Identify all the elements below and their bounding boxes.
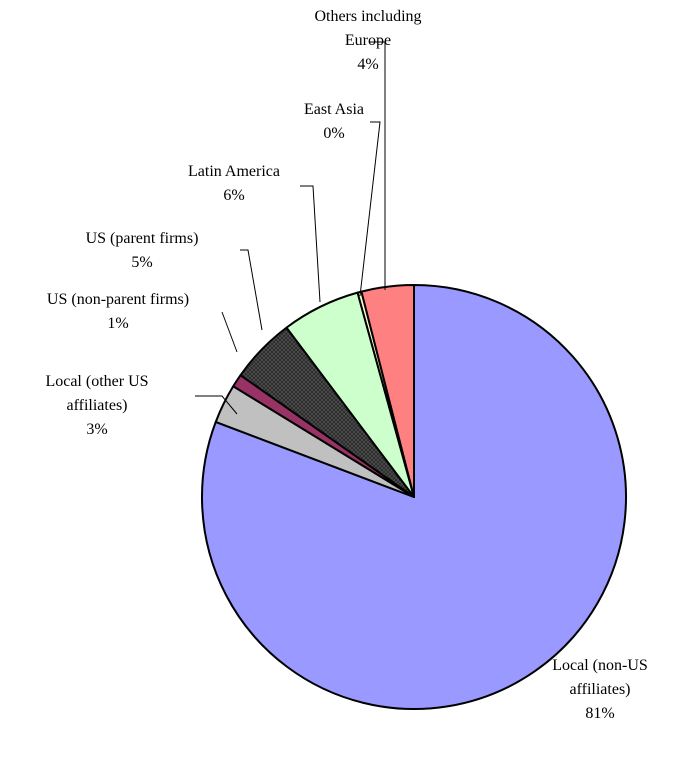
category-label-line: affiliates) xyxy=(569,681,630,698)
category-label-line: Europe xyxy=(345,32,391,49)
category-label-line: Others including xyxy=(314,8,421,25)
category-label-line: East Asia xyxy=(304,101,364,118)
value-label: 0% xyxy=(323,125,344,142)
leader-line-us-non-parent-firms xyxy=(221,311,238,353)
category-label-line: Local (non-US xyxy=(552,657,648,674)
category-label-line: Local (other US xyxy=(45,373,148,390)
leader-line-us-parent-firms xyxy=(240,249,263,331)
value-label: 1% xyxy=(107,315,128,332)
pie-slices xyxy=(201,284,627,710)
slice-others-including-europe xyxy=(360,284,415,498)
category-label-line: affiliates) xyxy=(66,397,127,414)
label-others-including-europe: Others including Europe 4% xyxy=(314,8,421,73)
leader-line-others-including-europe xyxy=(370,41,386,290)
label-latin-america: Latin America 6% xyxy=(188,163,280,204)
leader-lines xyxy=(195,41,386,415)
label-us-non-parent-firms: US (non-parent firms) 1% xyxy=(47,291,189,332)
value-label: 81% xyxy=(585,705,614,722)
label-local-non-us-affiliates: Local (non-US affiliates) 81% xyxy=(552,657,648,722)
label-east-asia: East Asia 0% xyxy=(304,101,364,142)
category-label-line: US (parent firms) xyxy=(86,230,199,247)
leader-line-east-asia xyxy=(359,121,381,297)
leader-line-local-other-us-affiliates xyxy=(195,395,238,415)
label-us-parent-firms: US (parent firms) 5% xyxy=(86,230,199,271)
label-local-other-us-affiliates: Local (other US affiliates) 3% xyxy=(45,373,148,438)
value-label: 3% xyxy=(86,421,107,438)
leader-line-latin-america xyxy=(300,185,321,303)
value-label: 4% xyxy=(357,56,378,73)
category-label-line: US (non-parent firms) xyxy=(47,291,189,308)
category-label-line: Latin America xyxy=(188,163,280,180)
value-label: 5% xyxy=(131,254,152,271)
value-label: 6% xyxy=(223,187,244,204)
slice-labels: Local (non-US affiliates) 81% Local (other … xyxy=(45,8,647,722)
